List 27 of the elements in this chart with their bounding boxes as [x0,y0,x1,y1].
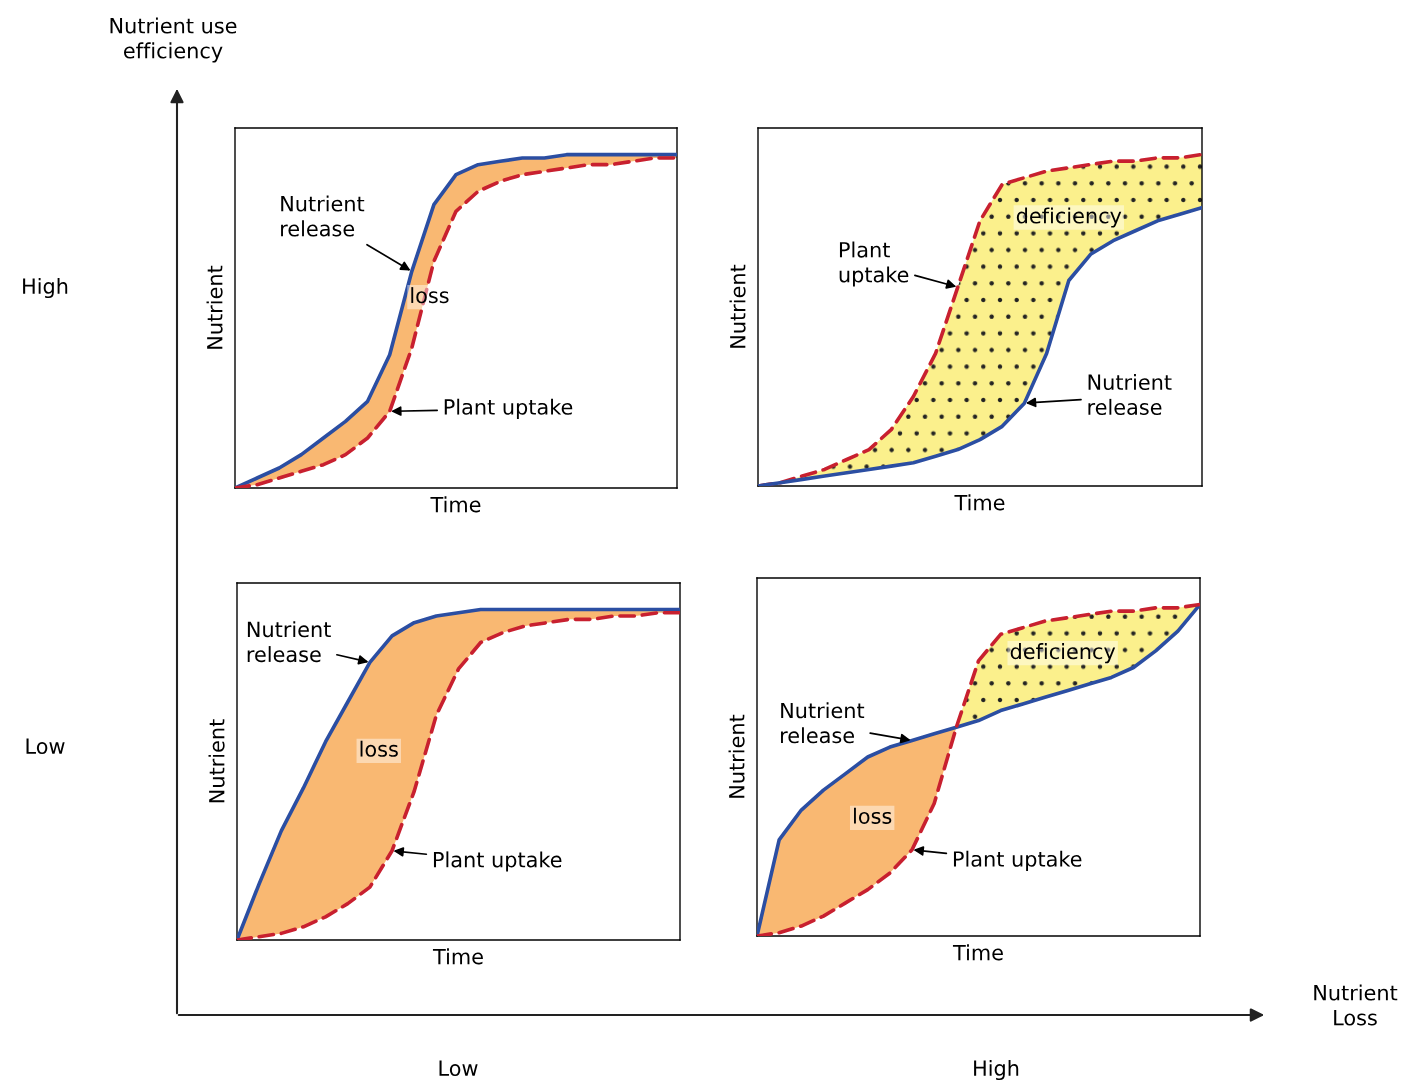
text: High [974,1059,1019,1081]
text: Low [26,738,65,755]
text: Nutrient release [281,195,365,237]
y-axis-title: Nutrient [729,264,746,348]
annotation: loss [360,740,398,757]
y-axis-title: Nutrient [728,714,745,798]
text: Low [439,1060,478,1077]
x-axis-title: Time [430,496,481,513]
x-axis-title: Time [954,494,1005,511]
text: Nutrient Loss [1314,984,1398,1026]
series-label: Plant uptake [433,851,562,872]
x-axis-title: Time [432,948,483,965]
text: Nutrient use efficiency [110,17,237,63]
text: Plant uptake [444,398,573,419]
y-axis-title: Nutrient [206,265,223,349]
text: High [23,277,68,299]
series-label: Nutrient release [781,702,865,744]
series-label: Nutrient release [247,621,331,663]
annotation: deficiency [1016,207,1122,228]
annotation: deficiency [1010,643,1116,664]
x-axis-title: Time [952,944,1003,961]
series-label: Plant uptake [953,850,1082,871]
text: Nutrient release [1088,373,1172,415]
y-axis-title: Nutrient [208,719,225,803]
annotation: loss [854,807,892,824]
text: Plant uptake [839,241,909,287]
annotation: loss [411,287,449,304]
